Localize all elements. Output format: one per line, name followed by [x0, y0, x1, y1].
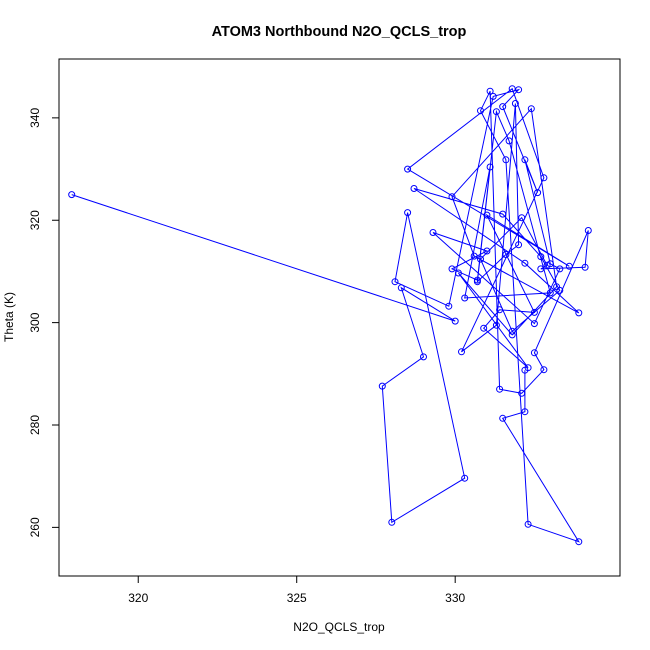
x-axis: 320 325 330 [128, 576, 466, 605]
data-point [521, 366, 529, 374]
data-point [470, 252, 478, 260]
data-point [496, 385, 504, 393]
data-point [584, 227, 592, 234]
data-point [508, 85, 516, 93]
plot-frame [58, 58, 621, 577]
data-point [515, 86, 523, 94]
data-point [515, 241, 523, 249]
data-point [530, 349, 538, 357]
series-layer [68, 85, 592, 546]
y-axis-label: Theta (K) [2, 292, 16, 342]
data-point [575, 309, 583, 317]
data-point [461, 474, 469, 482]
data-point [511, 100, 519, 107]
data-point [534, 189, 542, 197]
data-point [480, 324, 488, 332]
data-point [502, 251, 510, 258]
data-point [486, 163, 494, 171]
data-point [404, 209, 412, 217]
data-point [477, 107, 484, 115]
data-point [454, 269, 462, 277]
data-point [527, 105, 535, 113]
y-tick-label: 320 [28, 210, 42, 230]
data-point [581, 263, 589, 271]
data-point [502, 156, 510, 164]
data-point [388, 518, 396, 526]
data-point [473, 278, 481, 286]
data-point [556, 286, 564, 294]
data-point [483, 211, 491, 219]
data-point [378, 382, 386, 390]
data-point [546, 260, 554, 268]
data-point [521, 408, 529, 416]
data-point [496, 306, 504, 314]
data-point [461, 294, 469, 302]
data-point [489, 92, 497, 100]
data-point [575, 538, 583, 546]
data-point [530, 320, 538, 328]
data-point [448, 193, 456, 201]
data-point [518, 214, 526, 222]
y-tick-label: 280 [28, 415, 42, 435]
data-point [565, 262, 573, 270]
data-point [508, 331, 516, 339]
data-point [524, 520, 532, 528]
y-axis: 260 280 300 320 340 [28, 108, 59, 537]
y-tick-label: 300 [28, 312, 42, 332]
data-point [458, 348, 465, 356]
data-point [68, 191, 76, 199]
x-axis-label: N2O_QCLS_trop [293, 620, 385, 634]
data-point [429, 229, 437, 236]
data-point [391, 278, 399, 286]
data-point [499, 103, 507, 111]
data-point [546, 289, 554, 297]
data-point [508, 327, 516, 335]
data-point [477, 255, 484, 263]
y-tick-label: 260 [28, 517, 42, 537]
data-point [499, 210, 507, 218]
data-point [420, 353, 427, 361]
data-point [540, 174, 548, 182]
data-point [540, 366, 548, 374]
x-tick-label: 325 [287, 591, 307, 605]
data-point [445, 302, 453, 310]
data-point [518, 389, 526, 397]
data-point [448, 265, 456, 273]
data-point [410, 185, 418, 192]
data-point [483, 247, 491, 255]
data-point [492, 321, 500, 329]
data-point [556, 265, 564, 273]
data-point [451, 317, 459, 325]
data-point [530, 308, 538, 316]
data-point [537, 253, 545, 261]
data-point [397, 284, 405, 292]
data-point [505, 137, 513, 145]
y-tick-label: 340 [28, 108, 42, 128]
data-point [521, 259, 529, 267]
data-point [543, 261, 551, 269]
data-point [521, 156, 529, 164]
data-point [537, 265, 545, 273]
chart-title: ATOM3 Northbound N2O_QCLS_trop [212, 24, 467, 40]
x-tick-label: 320 [128, 591, 148, 605]
data-point [486, 87, 494, 95]
data-point [404, 165, 412, 173]
series-line [71, 87, 589, 543]
data-point [492, 108, 500, 116]
x-tick-label: 330 [445, 591, 465, 605]
data-point [499, 414, 507, 422]
